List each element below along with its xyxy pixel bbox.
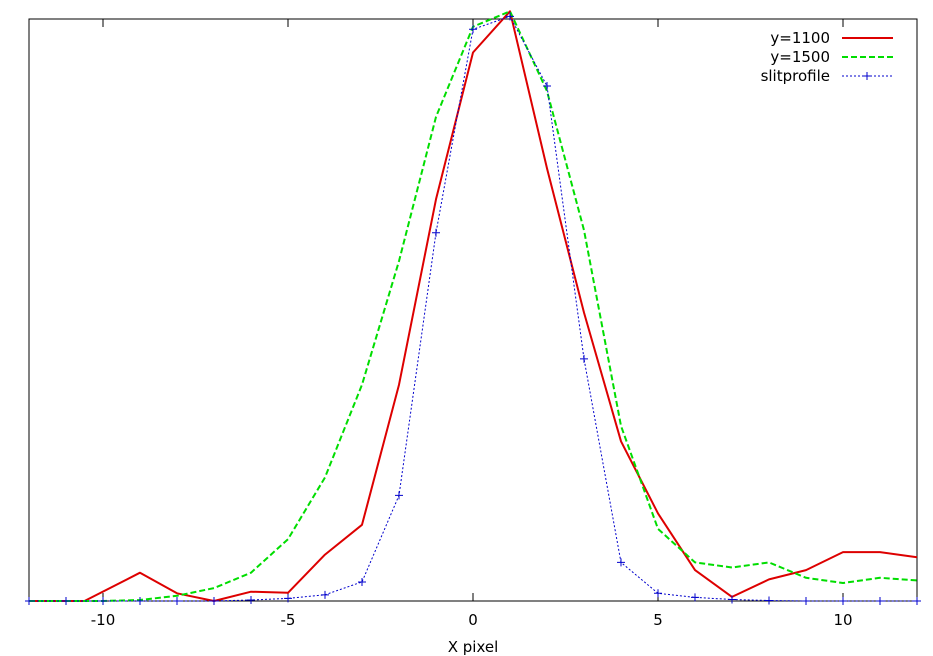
x-axis-label: X pixel <box>448 638 499 656</box>
x-tick-label: 5 <box>653 611 663 629</box>
x-ticks: -10 -5 0 5 10 <box>91 19 853 629</box>
data-point-marker <box>210 597 218 605</box>
data-point-marker <box>765 596 773 605</box>
data-point-marker <box>802 597 810 605</box>
legend-label: y=1100 <box>770 29 830 47</box>
data-point-marker <box>506 12 514 21</box>
data-point-marker <box>913 597 921 605</box>
data-point-marker <box>617 558 625 567</box>
data-point-marker <box>395 491 403 500</box>
data-point-marker <box>654 589 662 598</box>
data-point-marker <box>247 595 255 604</box>
data-point-marker <box>99 597 107 605</box>
data-point-marker <box>728 595 736 604</box>
series-group <box>25 10 921 605</box>
data-point-marker <box>136 597 144 605</box>
data-point-marker <box>358 577 366 586</box>
data-point-marker <box>469 25 477 34</box>
data-point-marker <box>62 597 70 605</box>
data-point-marker <box>321 590 329 599</box>
data-point-marker <box>876 597 884 605</box>
legend-marker <box>863 72 871 80</box>
series-line-y-1100 <box>29 10 918 602</box>
x-tick-label: -5 <box>281 611 296 629</box>
x-tick-label: -10 <box>91 611 116 629</box>
legend-label: y=1500 <box>770 48 830 66</box>
x-tick-label: 0 <box>468 611 478 629</box>
data-point-marker <box>284 594 292 603</box>
legend-label: slitprofile <box>761 67 830 85</box>
plot-frame <box>28 18 918 602</box>
data-point-marker <box>839 597 847 605</box>
x-tick-label: 10 <box>833 611 852 629</box>
series-line-slitprofile <box>29 15 917 602</box>
data-point-marker <box>580 354 588 363</box>
data-point-marker <box>432 228 440 237</box>
data-point-marker <box>691 593 699 602</box>
data-point-marker <box>543 81 551 90</box>
data-point-marker <box>25 597 33 605</box>
data-point-marker <box>173 597 181 605</box>
series-line-y-1500 <box>29 10 918 602</box>
